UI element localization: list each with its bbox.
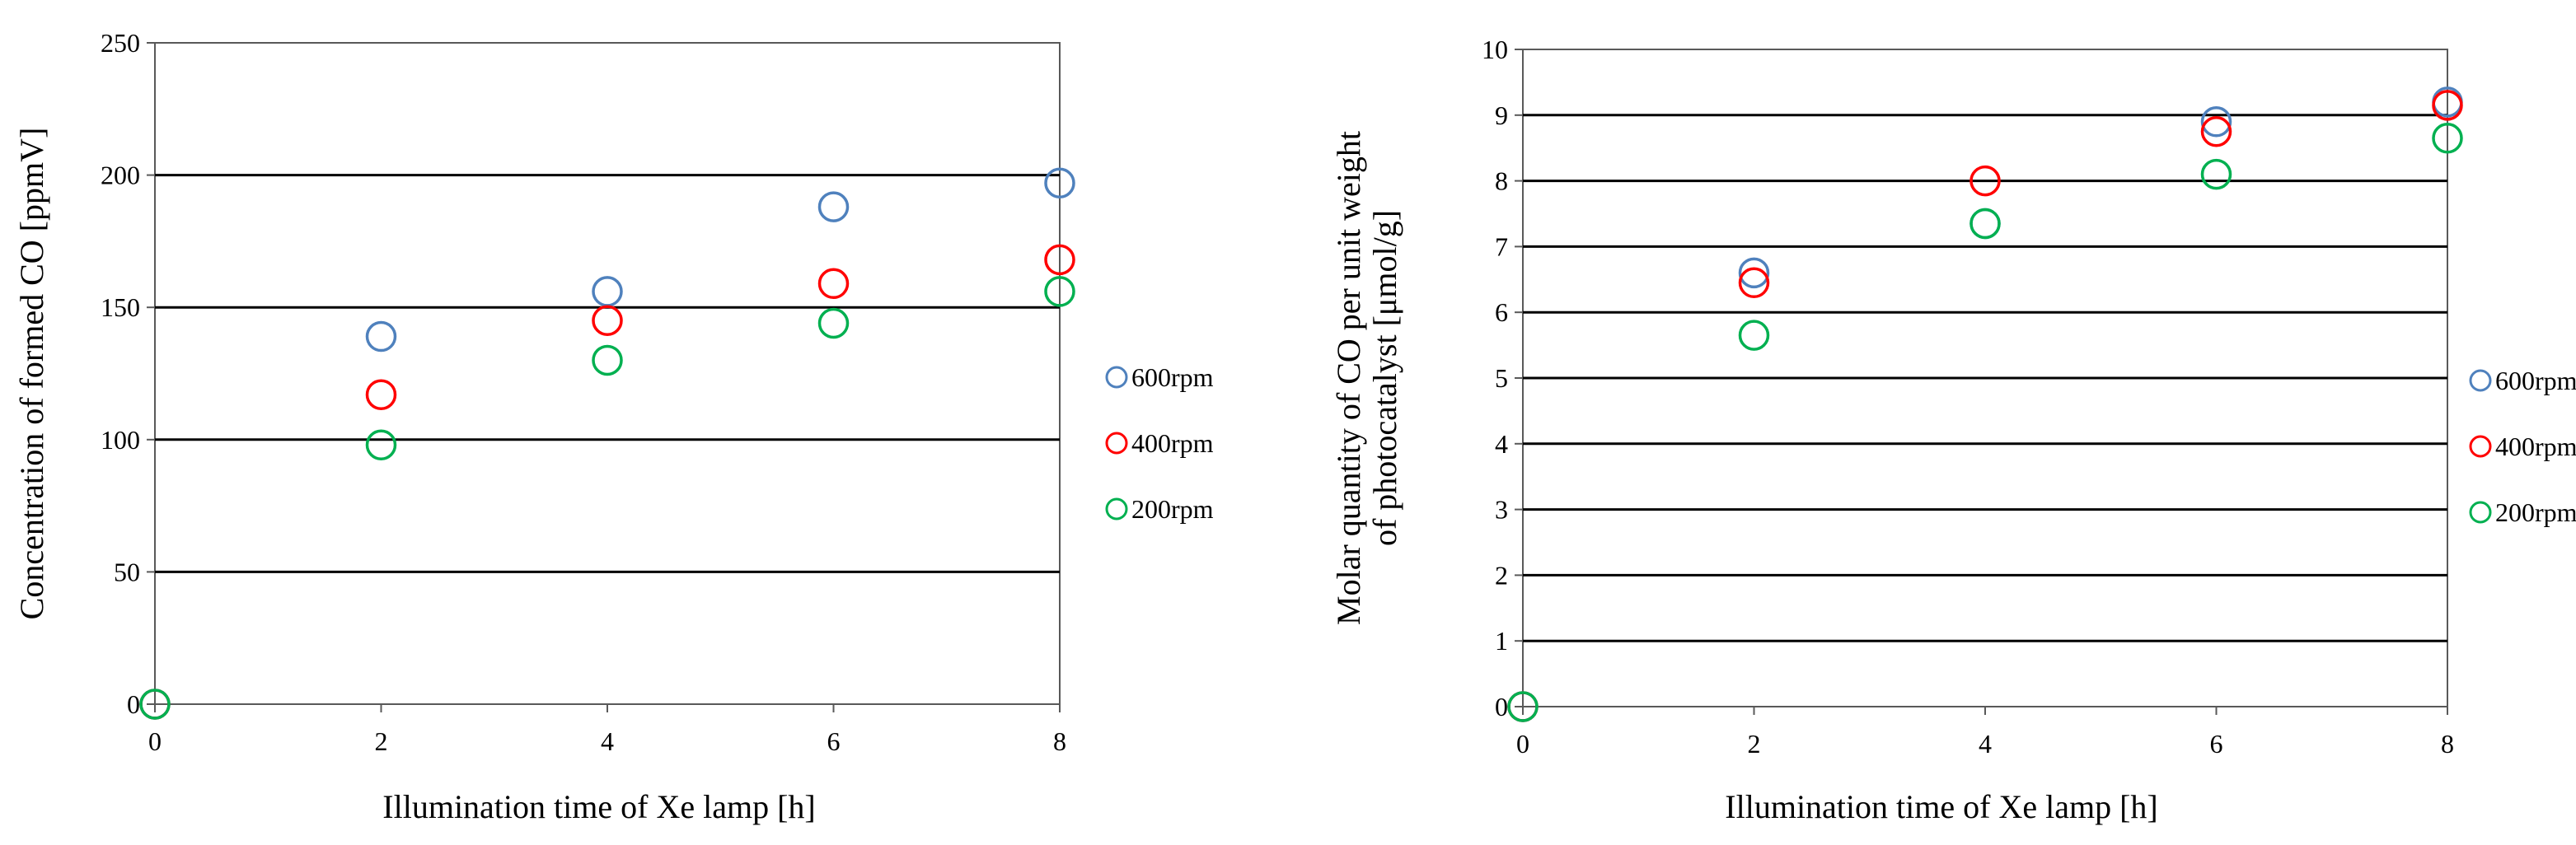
y-tick-label-4: 4 <box>1495 429 1508 459</box>
x-tick-label-0: 0 <box>148 726 162 756</box>
point-200rpm-x0 <box>139 689 171 720</box>
y-axis-title: Concentration of formed CO [ppmV] <box>13 128 50 620</box>
legend-marker-200rpm <box>1105 497 1128 521</box>
point-200rpm-x6 <box>2200 158 2232 190</box>
legend-marker-200rpm <box>2469 501 2492 524</box>
point-200rpm-x4 <box>592 344 623 376</box>
y-tick-label-50: 50 <box>114 557 140 586</box>
y-tick-label-3: 3 <box>1495 495 1508 525</box>
x-tick-label-4: 4 <box>601 726 614 756</box>
x-tick-label-2: 2 <box>375 726 388 756</box>
y-tick-label-0: 0 <box>127 689 140 719</box>
point-600rpm-x6 <box>2200 106 2232 138</box>
x-tick-label-6: 6 <box>2210 729 2223 759</box>
y-tick-label-9: 9 <box>1495 100 1508 130</box>
point-200rpm-x6 <box>817 307 850 339</box>
point-200rpm-x4 <box>1969 208 2001 240</box>
y-tick-label-100: 100 <box>101 425 140 455</box>
legend-label-200rpm: 200rpm <box>2495 497 2576 527</box>
point-600rpm-x8 <box>1044 167 1075 198</box>
point-400rpm-x4 <box>592 305 623 337</box>
legend: 600rpm 400rpm 200rpm <box>2469 366 2576 527</box>
y-tick-label-2: 2 <box>1495 560 1508 590</box>
point-400rpm-x2 <box>365 379 397 410</box>
x-tick-label-0: 0 <box>1516 729 1529 759</box>
legend-label-600rpm: 600rpm <box>2495 366 2576 395</box>
x-axis-title: Illumination time of Xe lamp [h] <box>1725 788 2157 825</box>
y-tick-label-6: 6 <box>1495 297 1508 327</box>
legend-label-400rpm: 400rpm <box>1131 428 1214 458</box>
point-400rpm-x8 <box>2432 90 2463 121</box>
y-tick-label-250: 250 <box>101 28 140 58</box>
point-600rpm-x4 <box>592 276 623 307</box>
x-axis-title: Illumination time of Xe lamp [h] <box>382 788 815 825</box>
point-400rpm-x8 <box>1044 244 1075 276</box>
y-tick-label-150: 150 <box>101 292 140 322</box>
point-200rpm-x2 <box>365 429 397 460</box>
x-tick-label-2: 2 <box>1748 729 1761 759</box>
point-600rpm-x2 <box>1738 257 1770 289</box>
point-200rpm-x2 <box>1738 320 1770 351</box>
point-400rpm-x6 <box>817 268 850 300</box>
y-tick-label-8: 8 <box>1495 166 1508 196</box>
x-tick-label-8: 8 <box>2441 729 2454 759</box>
x-tick-label-8: 8 <box>1053 726 1066 756</box>
point-200rpm-x0 <box>1507 691 1539 722</box>
legend-marker-400rpm <box>1105 432 1128 455</box>
point-600rpm-x2 <box>365 320 397 352</box>
point-200rpm-x8 <box>1044 276 1075 307</box>
legend-marker-400rpm <box>2469 435 2492 458</box>
y-tick-label-5: 5 <box>1495 363 1508 393</box>
y-tick-label-10: 10 <box>1482 35 1508 64</box>
y-tick-label-0: 0 <box>1495 692 1508 721</box>
point-200rpm-x8 <box>2432 122 2463 154</box>
legend-label-200rpm: 200rpm <box>1131 494 1214 524</box>
y-axis-title-line-2: of photocatalyst [μmol/g] <box>1366 210 1403 546</box>
point-400rpm-x4 <box>1969 165 2001 197</box>
x-tick-label-6: 6 <box>827 726 841 756</box>
legend: 600rpm 400rpm 200rpm <box>1105 362 1214 524</box>
x-tick-label-4: 4 <box>1979 729 1992 759</box>
y-tick-label-7: 7 <box>1495 231 1508 261</box>
legend-marker-600rpm <box>2469 369 2492 392</box>
point-600rpm-x6 <box>817 191 850 222</box>
chart-co-concentration: 0 50 100 150 200 250 0 2 4 6 8 Illumination time of… <box>13 28 1214 825</box>
y-tick-label-200: 200 <box>101 161 140 190</box>
point-400rpm-x2 <box>1738 267 1770 299</box>
y-axis-title-line-1: Molar quantity of CO per unit weight <box>1330 131 1367 625</box>
point-400rpm-x6 <box>2200 116 2232 147</box>
legend-marker-600rpm <box>1105 366 1128 389</box>
legend-label-400rpm: 400rpm <box>2495 432 2576 461</box>
y-tick-label-1: 1 <box>1495 626 1508 656</box>
legend-label-600rpm: 600rpm <box>1131 362 1214 392</box>
chart-co-molar-quantity: 0 1 2 3 4 5 6 7 8 9 10 0 2 4 6 8 Illumination time of Xe… <box>1330 35 2576 825</box>
